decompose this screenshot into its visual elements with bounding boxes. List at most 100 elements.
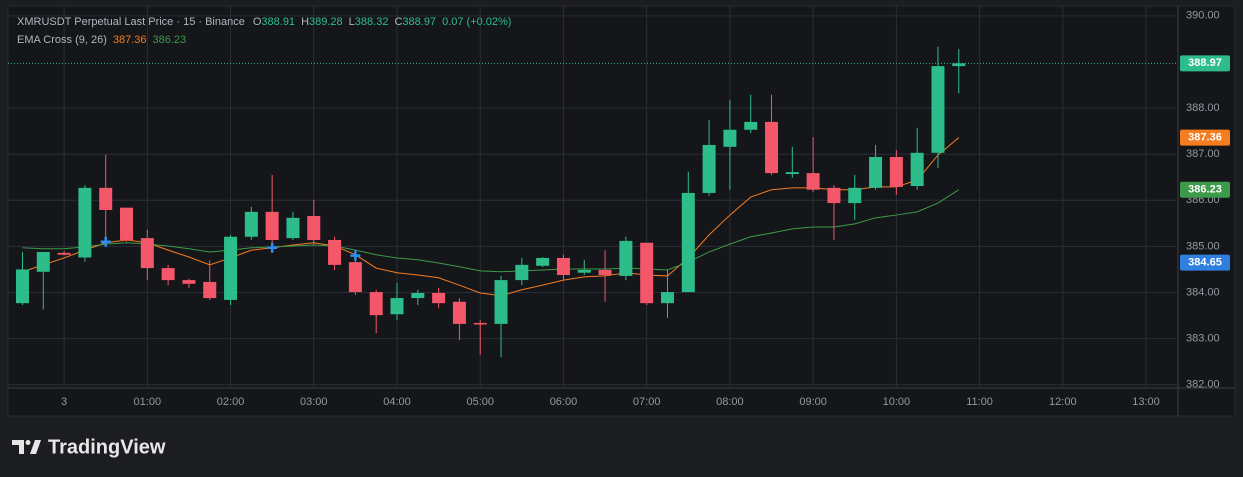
y-tick-label: 382.00 — [1186, 379, 1220, 391]
legend-title: XMRUSDT Perpetual Last Price · 15 · Bina… — [17, 16, 245, 28]
candle-body — [369, 292, 383, 316]
candle-body — [244, 211, 258, 237]
candle-body — [577, 269, 591, 273]
price-label: 384.65 — [1188, 256, 1222, 268]
candle-body — [494, 280, 508, 324]
cross-marker — [267, 242, 278, 253]
x-tick-label: 13:00 — [1132, 396, 1160, 408]
x-tick-label: 05:00 — [466, 396, 494, 408]
x-tick-label: 3 — [61, 396, 67, 408]
candle-body — [681, 192, 695, 293]
candle-body — [224, 236, 238, 300]
candle-body — [765, 121, 779, 174]
y-tick-label: 385.00 — [1186, 240, 1220, 252]
candle-body — [556, 257, 570, 276]
x-tick-label: 11:00 — [966, 396, 993, 408]
candle-body — [203, 281, 217, 299]
y-tick-label: 387.00 — [1186, 148, 1220, 160]
candle-body — [619, 240, 633, 276]
candle-body — [452, 301, 466, 324]
legend-value: 388.97 — [402, 16, 436, 28]
candle-body — [182, 280, 196, 284]
candle-body — [952, 63, 966, 67]
candle-body — [36, 251, 50, 272]
candle-body — [78, 187, 92, 258]
indicator-value: 386.23 — [153, 34, 187, 46]
candle-body — [785, 172, 799, 175]
legend-key: L — [349, 16, 355, 28]
candle-body — [120, 207, 134, 240]
y-tick-label: 390.00 — [1186, 10, 1220, 22]
y-tick-label: 388.00 — [1186, 102, 1220, 114]
candle-body — [827, 187, 841, 204]
indicator-value: 387.36 — [113, 34, 147, 46]
candle-body — [57, 252, 71, 255]
ema-line — [22, 189, 960, 273]
candle-body — [806, 173, 820, 190]
cross-marker — [100, 236, 111, 247]
price-label-box — [1180, 254, 1230, 271]
price-label-box — [1180, 55, 1230, 72]
candle-body — [848, 187, 862, 204]
x-tick-label: 07:00 — [633, 396, 661, 408]
indicator-title: EMA Cross (9, 26) — [17, 34, 107, 46]
y-tick-label: 384.00 — [1186, 286, 1220, 298]
legend-change: 0.07 (+0.02%) — [442, 16, 511, 28]
x-tick-label: 08:00 — [716, 396, 744, 408]
candle-body — [411, 293, 425, 299]
y-tick-label: 383.00 — [1186, 333, 1220, 345]
candle-body — [286, 217, 300, 239]
candle-body — [140, 238, 154, 269]
legend-value: 388.32 — [355, 16, 389, 28]
candle-body — [598, 269, 612, 276]
chart-pane — [7, 5, 1236, 417]
price-label: 387.36 — [1188, 131, 1222, 143]
candle-body — [515, 264, 529, 281]
candle-body — [723, 129, 737, 147]
logo — [12, 440, 41, 454]
x-tick-label: 01:00 — [134, 396, 162, 408]
indicator-line: EMA Cross (9, 26) 387.36 386.23 — [17, 34, 186, 46]
candle-body — [660, 292, 674, 304]
price-label: 388.97 — [1188, 57, 1222, 69]
x-tick-label: 03:00 — [300, 396, 328, 408]
legend-line: XMRUSDT Perpetual Last Price · 15 · Bina… — [17, 16, 511, 28]
x-tick-label: 12:00 — [1049, 396, 1077, 408]
x-tick-label: 02:00 — [217, 396, 245, 408]
candle-body — [536, 257, 550, 266]
branding: TradingView — [48, 436, 166, 458]
candle-body — [473, 322, 487, 325]
candle-body — [328, 239, 342, 265]
candle-body — [640, 242, 654, 304]
cross-marker — [350, 250, 361, 261]
legend-value: 389.28 — [309, 16, 343, 28]
x-tick-label: 10:00 — [883, 396, 911, 408]
candle-body — [910, 152, 924, 187]
legend-key: O — [253, 16, 262, 28]
price-label: 386.23 — [1188, 184, 1222, 196]
candle-body — [432, 293, 446, 304]
legend-key: C — [394, 16, 402, 28]
candle-body — [390, 298, 404, 315]
candle-body — [99, 187, 113, 210]
candle-body — [348, 262, 362, 293]
legend-key: H — [301, 16, 309, 28]
candle-body — [931, 66, 945, 153]
price-label-box — [1180, 129, 1230, 146]
legend-value: 388.91 — [261, 16, 295, 28]
x-tick-label: 04:00 — [383, 396, 411, 408]
candle-body — [889, 156, 903, 187]
candle-body — [702, 144, 716, 193]
price-label-box — [1180, 181, 1230, 198]
ema-line — [22, 137, 960, 297]
candle-body — [869, 156, 883, 188]
x-tick-label: 09:00 — [799, 396, 827, 408]
x-tick-label: 06:00 — [550, 396, 578, 408]
candle-body — [15, 269, 29, 304]
candle-body — [265, 211, 279, 240]
candle-body — [307, 215, 321, 240]
candle-body — [744, 121, 758, 130]
candle-body — [161, 268, 175, 281]
